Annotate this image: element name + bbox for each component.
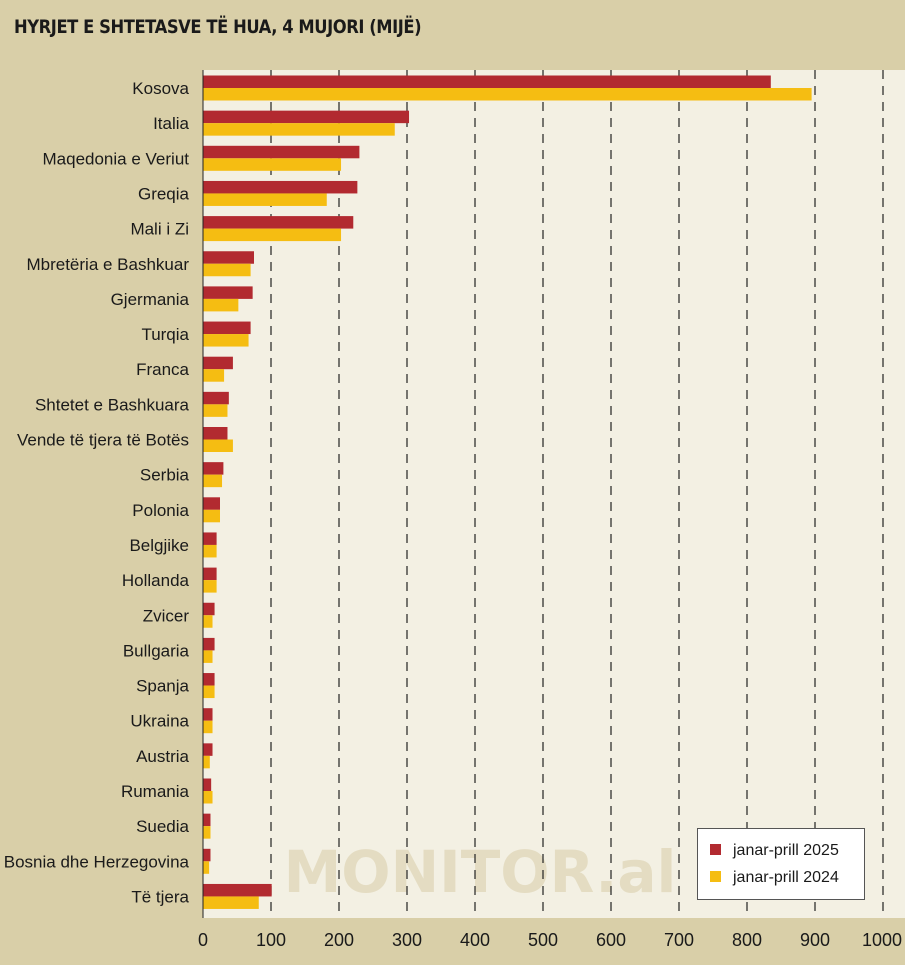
category-label: Shtetet e Bashkuara — [35, 395, 190, 414]
bar-2025-14 — [203, 567, 217, 581]
bar-2025-21 — [203, 813, 211, 827]
category-label: Turqia — [141, 325, 189, 344]
category-label: Rumania — [121, 782, 190, 801]
category-label: Bosnia dhe Herzegovina — [4, 852, 190, 871]
category-label: Belgjike — [129, 536, 189, 555]
x-tick-label: 400 — [460, 930, 490, 950]
bar-2025-8 — [203, 356, 233, 370]
bar-2024-3 — [203, 193, 327, 206]
category-label: Spanja — [136, 677, 189, 696]
bar-2025-17 — [203, 673, 215, 686]
category-label: Të tjera — [131, 887, 189, 906]
x-tick-label: 0 — [198, 930, 208, 950]
bar-2025-2 — [203, 145, 360, 159]
x-tick-labels: 0 100 200 300 400 500 600 700 800 900 1000 — [198, 930, 902, 950]
category-label: Hollanda — [122, 571, 190, 590]
category-label: Ukraina — [130, 712, 189, 731]
bar-2024-21 — [203, 826, 211, 839]
bar-2025-22 — [203, 848, 211, 862]
bar-2024-10 — [203, 439, 233, 452]
x-tick-label: 100 — [256, 930, 286, 950]
x-tick-label: 900 — [800, 930, 830, 950]
bar-2025-7 — [203, 321, 251, 335]
category-label: Italia — [153, 114, 189, 133]
x-tick-label: 700 — [664, 930, 694, 950]
x-tick-label: 200 — [324, 930, 354, 950]
category-label: Greqia — [138, 184, 190, 203]
bar-2024-2 — [203, 158, 342, 171]
bar-2025-23 — [203, 883, 272, 897]
legend: janar-prill 2025 janar-prill 2024 — [697, 828, 865, 900]
x-tick-label: 300 — [392, 930, 422, 950]
legend-label-2025: janar-prill 2025 — [733, 842, 839, 859]
bar-2024-14 — [203, 580, 217, 593]
bar-2025-10 — [203, 427, 228, 440]
bar-2025-0 — [203, 75, 771, 88]
bar-2024-12 — [203, 509, 220, 523]
grid-lines — [270, 70, 884, 918]
bar-2024-18 — [203, 720, 213, 734]
bar-2024-1 — [203, 123, 395, 136]
legend-label-2024: janar-prill 2024 — [733, 869, 839, 886]
category-label: Serbia — [140, 466, 190, 485]
category-label: Polonia — [132, 501, 189, 520]
legend-swatch-2025 — [710, 844, 721, 856]
category-label: Zvicer — [143, 606, 190, 625]
category-label: Mbretëria e Bashkuar — [26, 255, 189, 274]
x-tick-label: 600 — [596, 930, 626, 950]
bar-2024-6 — [203, 298, 239, 312]
bars-group — [203, 75, 812, 909]
bar-2025-13 — [203, 532, 217, 545]
x-tick-label: 800 — [732, 930, 762, 950]
bar-2025-12 — [203, 497, 220, 510]
bar-2024-0 — [203, 88, 812, 101]
bar-2025-4 — [203, 216, 354, 229]
bar-2025-16 — [203, 637, 215, 651]
legend-item-2024: janar-prill 2024 — [710, 869, 839, 887]
bar-2025-3 — [203, 180, 358, 194]
category-label: Franca — [136, 360, 189, 379]
legend-item-2025: janar-prill 2025 — [710, 842, 839, 860]
bar-2024-15 — [203, 615, 213, 628]
bar-2024-8 — [203, 369, 225, 382]
category-label: Gjermania — [111, 290, 190, 309]
bar-2024-16 — [203, 650, 213, 663]
x-tick-label: 500 — [528, 930, 558, 950]
category-label: Bullgaria — [123, 641, 190, 660]
bar-2024-17 — [203, 685, 215, 699]
bar-2024-4 — [203, 228, 342, 242]
plot-background — [203, 70, 905, 918]
bar-2024-22 — [203, 861, 210, 874]
watermark: MONITOR.al — [284, 838, 677, 906]
category-label: Maqedonia e Veriut — [43, 149, 190, 168]
category-label: Kosova — [132, 79, 189, 98]
chart-title: HYRJET E SHTETASVE TË HUA, 4 MUJORI (MIJ… — [14, 16, 422, 38]
bar-2024-7 — [203, 334, 249, 347]
category-label: Suedia — [136, 817, 189, 836]
category-label: Vende të tjera të Botës — [17, 431, 189, 450]
bar-2025-18 — [203, 708, 213, 721]
bar-2024-5 — [203, 263, 251, 277]
bar-2025-11 — [203, 462, 224, 475]
category-labels: Kosova Italia Maqedonia e Veriut Greqia Mali… — [4, 79, 190, 906]
category-label: Austria — [136, 747, 189, 766]
bar-2025-20 — [203, 778, 212, 791]
bar-2024-20 — [203, 791, 213, 804]
bar-2024-19 — [203, 755, 210, 769]
category-label: Mali i Zi — [130, 220, 189, 239]
bar-2025-9 — [203, 391, 229, 405]
bar-2024-9 — [203, 404, 228, 417]
bar-2025-5 — [203, 251, 254, 264]
bar-2025-19 — [203, 743, 213, 756]
bar-2024-13 — [203, 544, 217, 558]
bar-2024-11 — [203, 474, 223, 488]
bar-2025-6 — [203, 286, 253, 299]
bar-2024-23 — [203, 896, 259, 909]
bar-2025-1 — [203, 110, 410, 124]
bar-2025-15 — [203, 602, 215, 616]
legend-swatch-2024 — [710, 871, 721, 883]
x-tick-label: 1000 — [862, 930, 902, 950]
